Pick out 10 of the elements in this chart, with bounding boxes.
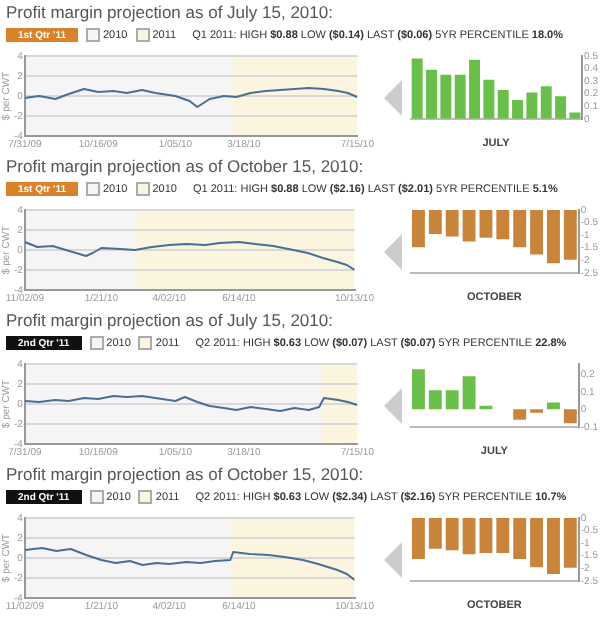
bar: [411, 369, 425, 410]
bar: [445, 390, 459, 410]
chart-title: Profit margin projection as of July 15, 2010:: [6, 2, 333, 22]
bar: [563, 409, 577, 424]
chart-title: Profit margin projection as of July 15, 2010:: [6, 310, 333, 330]
chart-title: Profit margin projection as of October 15, 2010:: [6, 464, 364, 484]
chart-title: Profit margin projection as of October 15, 2010:: [6, 156, 364, 176]
bar: [547, 402, 560, 410]
bar: [428, 390, 442, 410]
bar: [513, 409, 527, 420]
